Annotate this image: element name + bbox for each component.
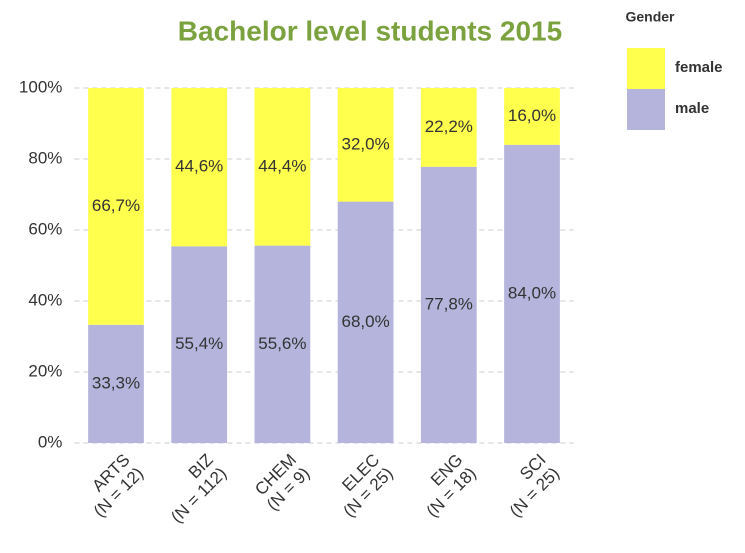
bar-segment (420, 166, 477, 443)
chart-title: Bachelor level students 2015 (178, 15, 562, 46)
value-label: 44,6% (175, 157, 223, 176)
bar-segment (337, 201, 394, 443)
value-label: 66,7% (92, 196, 140, 215)
y-tick-label: 60% (28, 219, 62, 238)
y-tick-label: 0% (38, 432, 63, 451)
value-label: 44,4% (258, 156, 306, 175)
value-label: 55,6% (258, 334, 306, 353)
bar-segment (504, 88, 560, 145)
legend-label: male (675, 100, 709, 117)
x-tick-label: ELEC(N = 25) (326, 451, 397, 522)
value-label: 55,4% (175, 334, 223, 353)
bar-segment (504, 144, 560, 444)
legend-label: female (675, 59, 723, 76)
value-label: 16,0% (508, 106, 556, 125)
value-label: 68,0% (341, 312, 389, 331)
bar-segment (88, 324, 144, 443)
value-label: 84,0% (508, 283, 556, 302)
x-tick-label: BIZ(N = 112) (154, 451, 230, 527)
bar-segment (171, 246, 228, 443)
bar-segment (88, 88, 144, 325)
bar-segment (254, 245, 311, 443)
legend-swatch (627, 48, 665, 89)
y-tick-label: 80% (28, 148, 62, 167)
bar-segment (171, 88, 228, 247)
y-tick-label: 100% (19, 77, 62, 96)
legend-title: Gender (625, 9, 675, 25)
x-tick-label: ENG(N = 18) (410, 451, 481, 522)
legend-swatch (627, 89, 665, 130)
value-label: 32,0% (341, 134, 389, 153)
value-label: 22,2% (425, 117, 473, 136)
y-tick-label: 20% (28, 361, 62, 380)
x-tick-label: CHEM(N = 9) (250, 451, 314, 515)
bar-segment (337, 88, 394, 202)
value-label: 33,3% (92, 373, 140, 392)
x-tick-label: ARTS(N = 12) (77, 451, 148, 522)
y-tick-label: 40% (28, 290, 62, 309)
value-label: 77,8% (425, 294, 473, 313)
x-tick-label: SCI(N = 25) (493, 451, 564, 522)
bar-segment (254, 88, 311, 246)
bar-segment (420, 88, 477, 167)
